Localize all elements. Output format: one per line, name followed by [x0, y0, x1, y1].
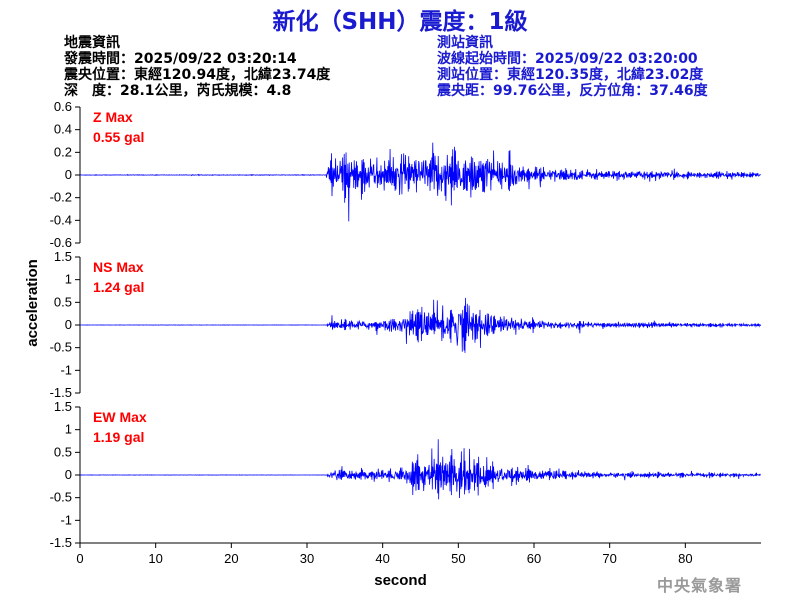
x-tick-label: 0 [76, 551, 83, 566]
y-tick-label: -0.4 [50, 212, 72, 227]
depth-magnitude: 深 度：28.1公里，芮氏規模：4.8 [64, 83, 292, 99]
y-tick-label: -1.5 [50, 385, 72, 400]
max-value-ew: 1.19 gal [93, 429, 144, 445]
earthquake-info: 地震資訊 發震時間：2025/09/22 03:20:14 震央位置：東經120… [64, 35, 330, 99]
origin-time: 發震時間：2025/09/22 03:20:14 [64, 51, 297, 67]
epicenter-location: 震央位置：東經120.94度，北緯23.74度 [64, 67, 331, 83]
waveform-start-time: 波線起始時間：2025/09/22 03:20:00 [437, 51, 698, 67]
y-tick-label: 1 [65, 272, 72, 287]
earthquake-info-heading: 地震資訊 [64, 35, 120, 51]
x-tick-label: 50 [451, 551, 465, 566]
y-tick-label: -0.5 [50, 490, 72, 505]
y-tick-label: -0.2 [50, 190, 72, 205]
y-tick-label: 0 [65, 467, 72, 482]
y-tick-label: 0.4 [54, 122, 72, 137]
y-tick-label: 0 [65, 167, 72, 182]
y-tick-label: -0.6 [50, 235, 72, 250]
y-tick-label: -1 [60, 512, 72, 527]
page-title: 新化（SHH）震度：1級 [272, 9, 528, 35]
max-label-ns: NS Max [93, 259, 144, 275]
y-tick-label: 0.5 [54, 444, 72, 459]
x-tick-label: 80 [678, 551, 692, 566]
y-tick-label: -1.5 [50, 535, 72, 550]
cwa-watermark: 中央氣象署 [657, 576, 743, 595]
y-tick-label: 1.5 [54, 249, 72, 264]
y-axis-label: acceleration [24, 259, 41, 347]
x-tick-label: 70 [602, 551, 616, 566]
y-tick-label: -0.5 [50, 340, 72, 355]
x-tick-label: 10 [148, 551, 162, 566]
y-tick-label: 1.5 [54, 399, 72, 414]
epicentral-distance: 震央距：99.76公里，反方位角：37.46度 [437, 83, 708, 99]
x-axis-label: second [374, 572, 427, 589]
max-value-z: 0.55 gal [93, 129, 144, 145]
y-tick-label: 0.6 [54, 99, 72, 114]
y-tick-label: 1 [65, 422, 72, 437]
waveform-z [79, 142, 761, 222]
waveform-ew [79, 439, 761, 500]
x-tick-label: 20 [224, 551, 238, 566]
station-info: 測站資訊 波線起始時間：2025/09/22 03:20:00 測站位置：東經1… [437, 35, 708, 99]
x-tick-label: 30 [300, 551, 314, 566]
y-tick-label: 0 [65, 317, 72, 332]
y-tick-label: -1 [60, 362, 72, 377]
max-label-z: Z Max [93, 109, 133, 125]
waveform-ns [79, 297, 761, 353]
y-tick-label: 0.2 [54, 144, 72, 159]
x-tick-label: 60 [527, 551, 541, 566]
station-location: 測站位置：東經120.35度，北緯23.02度 [437, 67, 704, 83]
max-label-ew: EW Max [93, 409, 147, 425]
max-value-ns: 1.24 gal [93, 279, 144, 295]
station-info-heading: 測站資訊 [437, 35, 493, 51]
x-tick-label: 40 [375, 551, 389, 566]
y-tick-label: 0.5 [54, 294, 72, 309]
